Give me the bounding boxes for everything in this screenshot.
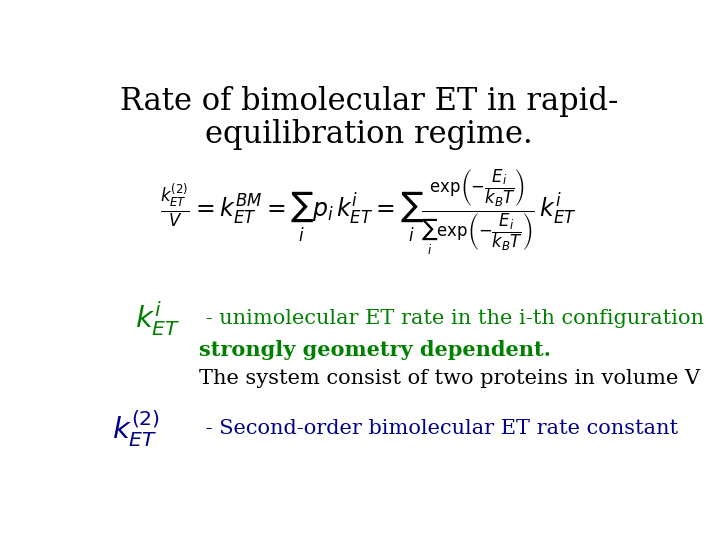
Text: $\frac{k_{ET}^{(2)}}{V} = k_{ET}^{BM} = \sum_{i} p_i\, k_{ET}^{i} = \sum_{i} \fr: $\frac{k_{ET}^{(2)}}{V} = k_{ET}^{BM} = …	[161, 168, 577, 257]
Text: strongly geometry dependent.: strongly geometry dependent.	[199, 340, 551, 360]
Text: The system consist of two proteins in volume V: The system consist of two proteins in vo…	[199, 369, 700, 388]
Text: $k_{ET}^{i}$: $k_{ET}^{i}$	[135, 299, 180, 338]
Text: - Second-order bimolecular ET rate constant: - Second-order bimolecular ET rate const…	[199, 419, 678, 438]
Text: equilibration regime.: equilibration regime.	[205, 119, 533, 150]
Text: $k_{ET}^{(2)}$: $k_{ET}^{(2)}$	[112, 408, 161, 449]
Text: Rate of bimolecular ET in rapid-: Rate of bimolecular ET in rapid-	[120, 85, 618, 117]
Text: - unimolecular ET rate in the i-th configuration: - unimolecular ET rate in the i-th confi…	[199, 309, 704, 328]
